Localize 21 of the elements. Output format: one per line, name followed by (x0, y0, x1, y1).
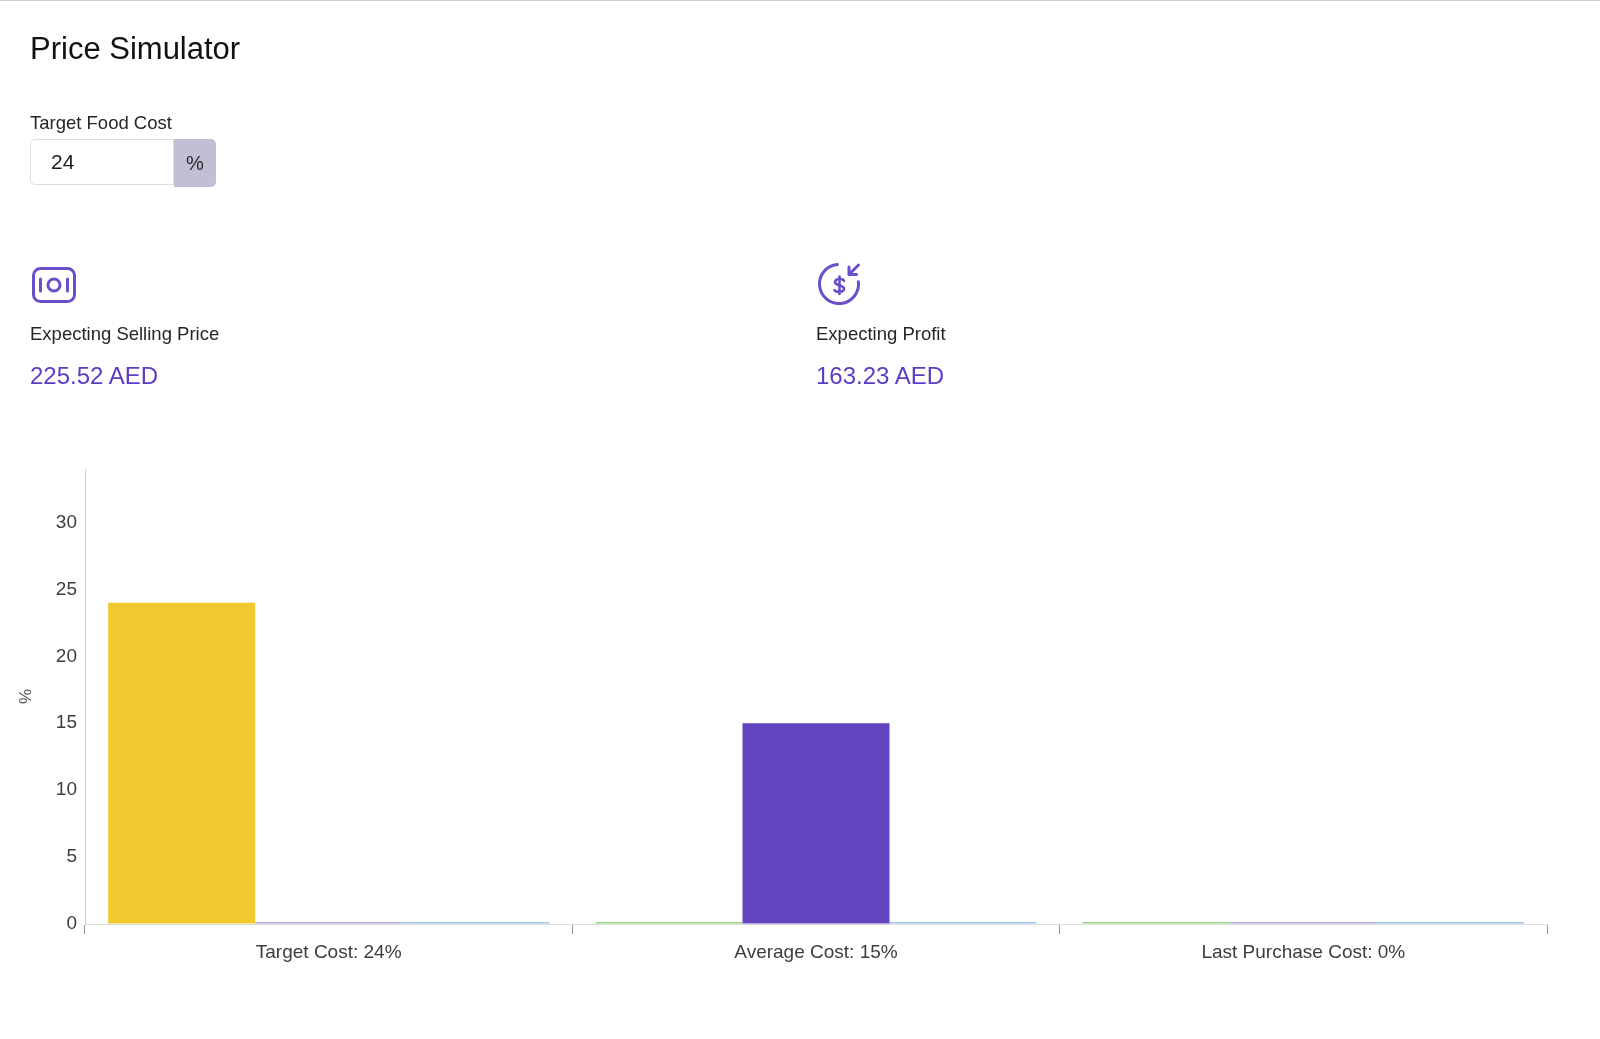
x-tick-label: Target Cost: 24% (255, 940, 402, 962)
y-tick-label: 20 (55, 644, 77, 666)
y-tick-label: 5 (66, 845, 77, 867)
y-tick-label: 25 (55, 577, 77, 599)
text: Target Food Cost (30, 112, 172, 133)
x-tick-label: Last Purchase Cost: 0% (1201, 940, 1406, 962)
bar (108, 602, 256, 924)
y-tick-label: 0 (66, 912, 77, 934)
y-axis-title: % (15, 688, 35, 705)
text: 163.23 AED (816, 362, 945, 389)
input-field: 24 (30, 139, 174, 185)
y-tick-label: 10 (55, 778, 77, 800)
text: Expecting Profit (816, 323, 946, 344)
text: 225.52 AED (30, 362, 159, 389)
y-tick-label: 30 (55, 510, 77, 532)
chart-title: Price Simulator (30, 31, 241, 66)
x-tick-label: Average Cost: 15% (734, 940, 898, 962)
y-tick-label: 15 (55, 711, 77, 733)
bar (742, 723, 890, 924)
text: Expecting Selling Price (30, 323, 220, 344)
input-addon: % (174, 139, 216, 187)
